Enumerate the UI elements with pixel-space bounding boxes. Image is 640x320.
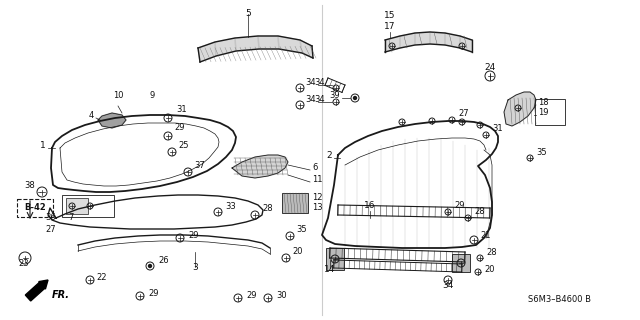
Polygon shape: [278, 36, 302, 53]
Text: 28: 28: [486, 248, 497, 257]
Text: 11: 11: [312, 175, 323, 184]
Polygon shape: [215, 38, 236, 56]
Text: 5: 5: [245, 9, 251, 18]
Text: 20: 20: [292, 247, 303, 256]
Text: 29: 29: [454, 201, 465, 210]
Text: 37: 37: [194, 161, 205, 170]
Text: 10: 10: [113, 91, 124, 100]
FancyBboxPatch shape: [282, 193, 308, 213]
Polygon shape: [198, 42, 216, 62]
Text: 7: 7: [68, 213, 74, 222]
Text: 14: 14: [324, 265, 336, 274]
Text: FR.: FR.: [52, 290, 70, 300]
Text: 24: 24: [484, 63, 495, 72]
Text: 6: 6: [312, 163, 317, 172]
Text: 31: 31: [176, 105, 187, 114]
Text: 18: 18: [538, 98, 548, 107]
Text: 25: 25: [178, 141, 189, 150]
Text: 17: 17: [384, 22, 396, 31]
Text: B-42: B-42: [24, 204, 46, 212]
Text: 34: 34: [305, 95, 316, 104]
Circle shape: [353, 97, 356, 100]
Polygon shape: [504, 92, 536, 126]
FancyBboxPatch shape: [326, 248, 344, 270]
Text: 12: 12: [312, 193, 323, 202]
Text: 4: 4: [89, 111, 94, 120]
Polygon shape: [415, 32, 430, 45]
Polygon shape: [385, 36, 400, 52]
Text: 13: 13: [312, 203, 323, 212]
Text: 1: 1: [40, 141, 46, 150]
Text: 29: 29: [246, 291, 257, 300]
Text: 15: 15: [384, 11, 396, 20]
Text: 36: 36: [45, 213, 56, 222]
Text: 16: 16: [364, 201, 376, 210]
Circle shape: [148, 265, 152, 268]
Polygon shape: [98, 113, 126, 128]
Text: 34: 34: [442, 281, 454, 290]
Text: 3: 3: [192, 263, 198, 272]
Text: 30: 30: [276, 291, 287, 300]
FancyArrow shape: [26, 280, 48, 301]
Text: 28: 28: [474, 207, 484, 216]
Text: 27: 27: [458, 109, 468, 118]
Polygon shape: [232, 155, 288, 178]
Text: 33: 33: [225, 202, 236, 211]
Text: 19: 19: [538, 108, 548, 117]
Text: 35: 35: [536, 148, 547, 157]
Polygon shape: [235, 36, 259, 51]
Text: 27: 27: [45, 225, 56, 234]
Polygon shape: [258, 36, 279, 49]
FancyBboxPatch shape: [66, 198, 88, 214]
Text: 34: 34: [314, 95, 324, 104]
Text: 38: 38: [24, 181, 35, 190]
Polygon shape: [460, 36, 472, 52]
Text: 31: 31: [492, 124, 502, 133]
FancyBboxPatch shape: [452, 254, 470, 272]
Text: 35: 35: [296, 225, 307, 234]
Text: 26: 26: [158, 256, 168, 265]
Text: 39: 39: [330, 91, 340, 100]
Text: 9: 9: [149, 91, 155, 100]
Polygon shape: [400, 33, 415, 48]
Text: 29: 29: [188, 231, 198, 240]
Text: S6M3–B4600 B: S6M3–B4600 B: [529, 295, 591, 305]
Text: 23: 23: [19, 259, 29, 268]
Polygon shape: [430, 32, 445, 45]
Text: 21: 21: [480, 231, 490, 240]
Text: 20: 20: [484, 265, 495, 274]
Text: 29: 29: [148, 289, 159, 298]
Text: 22: 22: [96, 273, 106, 282]
Polygon shape: [445, 33, 460, 48]
Text: 34: 34: [314, 78, 324, 87]
Text: 29: 29: [174, 123, 184, 132]
Polygon shape: [300, 40, 313, 58]
Text: 28: 28: [262, 204, 273, 213]
Text: 34: 34: [305, 78, 316, 87]
Text: 2: 2: [326, 151, 332, 160]
